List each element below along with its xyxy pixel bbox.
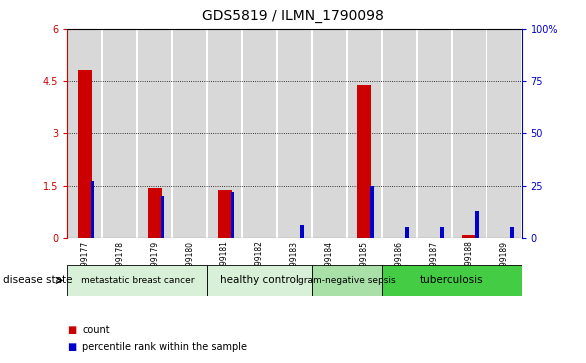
- Text: healthy control: healthy control: [220, 276, 299, 285]
- Bar: [510, 227, 513, 238]
- Bar: [440, 227, 444, 238]
- Text: GDS5819 / ILMN_1790098: GDS5819 / ILMN_1790098: [202, 9, 384, 23]
- Bar: [312, 265, 382, 296]
- Bar: [357, 85, 372, 238]
- Bar: [161, 196, 164, 238]
- Bar: [91, 182, 94, 238]
- Text: disease state: disease state: [3, 276, 73, 285]
- Bar: [243, 29, 276, 238]
- Bar: [488, 29, 521, 238]
- Text: percentile rank within the sample: percentile rank within the sample: [82, 342, 247, 352]
- Text: tuberculosis: tuberculosis: [420, 276, 483, 285]
- Bar: [207, 265, 312, 296]
- Bar: [78, 70, 92, 238]
- Bar: [68, 29, 101, 238]
- Bar: [405, 227, 408, 238]
- Bar: [382, 265, 522, 296]
- Bar: [347, 29, 381, 238]
- Text: metastatic breast cancer: metastatic breast cancer: [80, 276, 194, 285]
- Text: gram-negative sepsis: gram-negative sepsis: [298, 276, 396, 285]
- Bar: [370, 185, 374, 238]
- Text: count: count: [82, 325, 110, 335]
- Bar: [230, 192, 234, 238]
- Bar: [173, 29, 206, 238]
- Bar: [138, 29, 171, 238]
- Bar: [475, 211, 479, 238]
- Bar: [313, 29, 346, 238]
- Bar: [278, 29, 311, 238]
- Bar: [148, 188, 162, 238]
- Bar: [452, 29, 486, 238]
- Bar: [103, 29, 137, 238]
- Bar: [208, 29, 241, 238]
- Bar: [462, 235, 476, 238]
- Bar: [383, 29, 416, 238]
- Bar: [418, 29, 451, 238]
- Text: ■: ■: [67, 325, 77, 335]
- Text: ■: ■: [67, 342, 77, 352]
- Bar: [217, 190, 231, 238]
- Bar: [301, 225, 304, 238]
- Bar: [67, 265, 207, 296]
